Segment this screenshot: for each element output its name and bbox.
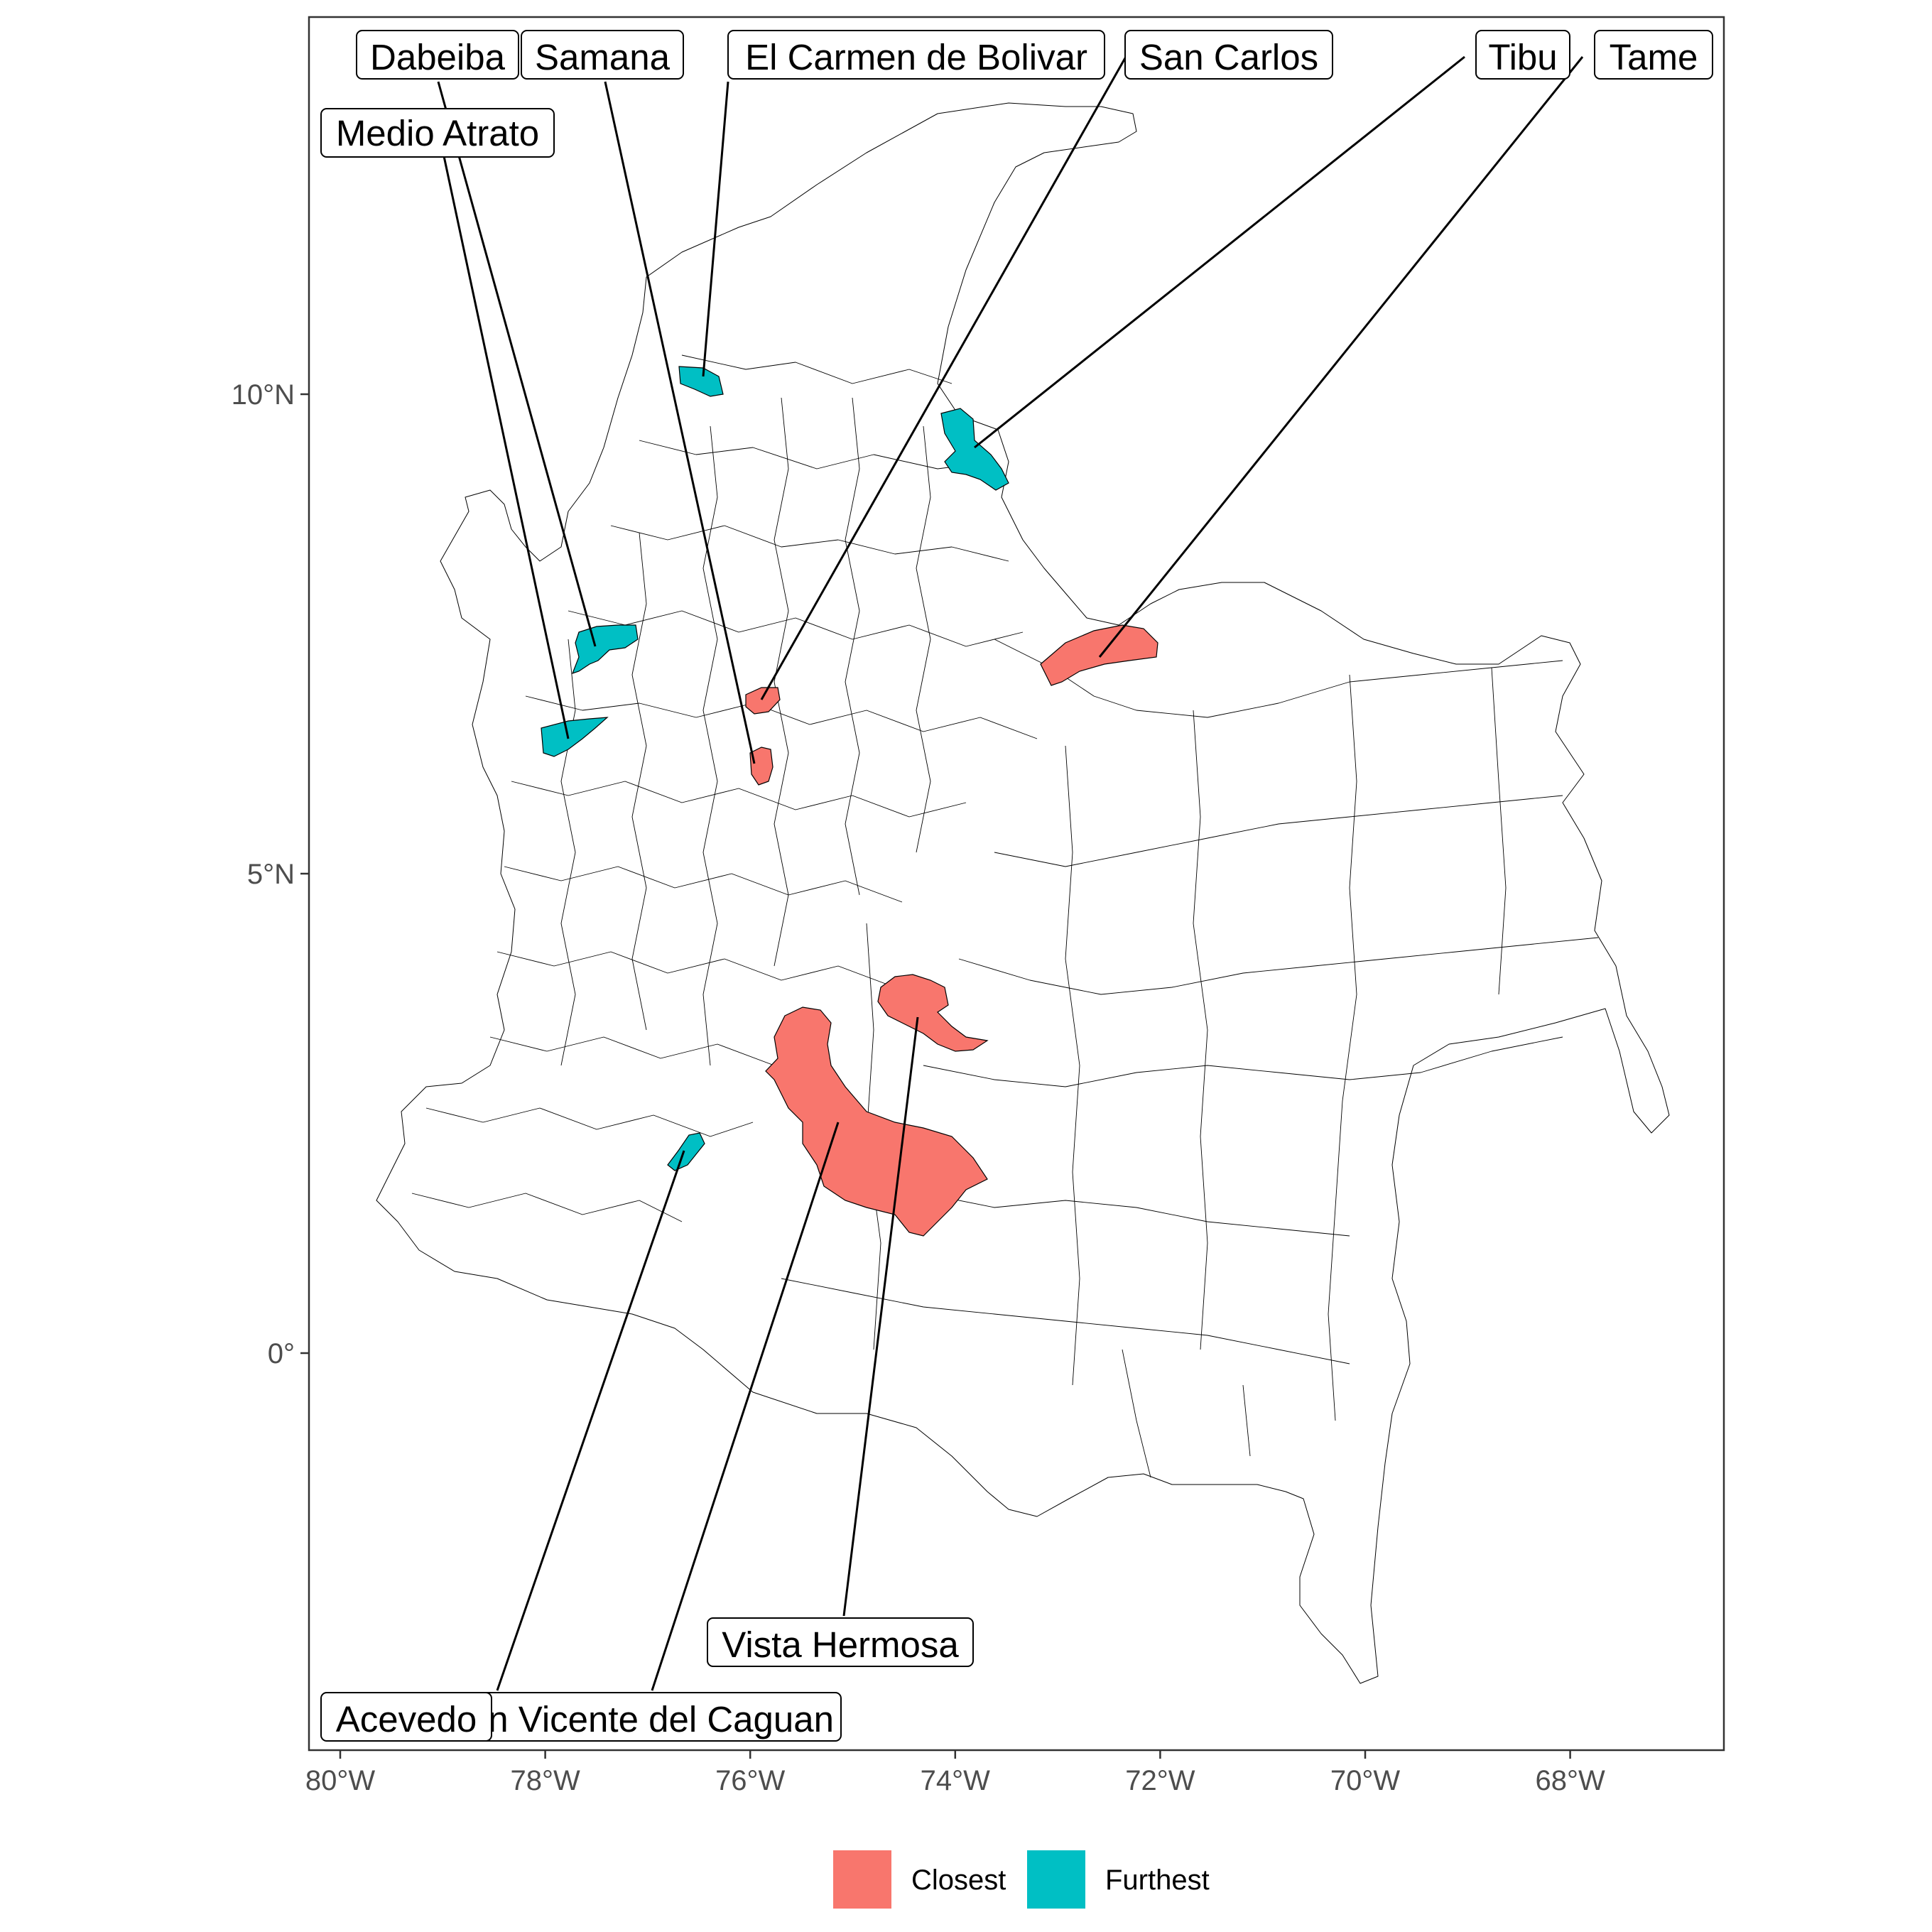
region-san-carlos	[745, 687, 781, 715]
label-samana: Samana	[521, 30, 684, 80]
label-acevedo-text: Acevedo	[336, 1699, 477, 1740]
label-el-carmen-de-bolivar-text: El Carmen de Bolivar	[745, 37, 1087, 77]
x-tick-label: 76°W	[715, 1765, 785, 1796]
x-axis: 80°W 78°W 76°W 74°W 72°W 70°W 68°W	[305, 1750, 1605, 1796]
label-san-vicente-del-caguan: San Vicente del Caguan	[410, 1692, 842, 1742]
region-tame	[1040, 624, 1158, 686]
label-el-carmen-de-bolivar: El Carmen de Bolivar	[727, 30, 1105, 80]
leader-lines	[437, 55, 1584, 1691]
label-san-carlos-text: San Carlos	[1139, 37, 1318, 77]
region-acevedo	[667, 1132, 705, 1171]
region-san-vicente-del-caguan	[765, 1006, 988, 1237]
label-vista-hermosa-text: Vista Hermosa	[722, 1624, 959, 1665]
colombia-basemap	[376, 102, 1670, 1684]
x-tick-label: 70°W	[1330, 1765, 1400, 1796]
municipal-boundaries	[411, 354, 1599, 1478]
y-axis: 10°N 5°N 0°	[232, 379, 309, 1369]
label-dabeiba: Dabeiba	[356, 30, 519, 80]
region-tibu	[940, 408, 1009, 491]
region-el-carmen-de-bolivar	[678, 366, 724, 397]
x-tick-label: 68°W	[1535, 1765, 1605, 1796]
legend-label-furthest: Furthest	[1105, 1865, 1210, 1896]
y-tick-label: 10°N	[232, 379, 295, 411]
label-tame-text: Tame	[1610, 37, 1698, 77]
label-tibu: Tibu	[1475, 30, 1570, 80]
label-san-carlos: San Carlos	[1124, 30, 1333, 80]
region-dabeiba	[571, 624, 639, 674]
label-tame: Tame	[1594, 30, 1713, 80]
callout-labels: Medio Atrato Dabeiba Samana El Carmen de…	[320, 30, 1713, 1742]
legend-swatch-furthest	[1027, 1850, 1085, 1909]
legend-swatch-closest	[833, 1850, 891, 1909]
x-tick-label: 78°W	[510, 1765, 580, 1796]
region-medio-atrato	[541, 717, 609, 757]
highlighted-regions	[541, 366, 1158, 1237]
label-medio-atrato-text: Medio Atrato	[336, 113, 539, 153]
label-vista-hermosa: Vista Hermosa	[707, 1617, 974, 1667]
label-samana-text: Samana	[535, 37, 671, 77]
country-outline	[376, 102, 1670, 1684]
label-san-vicente-del-caguan-text: San Vicente del Caguan	[444, 1699, 834, 1740]
label-dabeiba-text: Dabeiba	[370, 37, 506, 77]
x-tick-label: 74°W	[921, 1765, 990, 1796]
label-tibu-text: Tibu	[1488, 37, 1557, 77]
x-tick-label: 72°W	[1125, 1765, 1195, 1796]
legend-label-closest: Closest	[911, 1865, 1006, 1896]
x-tick-label: 80°W	[305, 1765, 375, 1796]
y-tick-label: 5°N	[247, 859, 295, 890]
region-samana	[749, 747, 774, 786]
label-medio-atrato: Medio Atrato	[320, 108, 555, 158]
legend: Closest Furthest	[833, 1850, 1210, 1909]
label-acevedo: Acevedo	[320, 1692, 492, 1742]
region-vista-hermosa	[877, 974, 989, 1052]
y-tick-label: 0°	[268, 1338, 295, 1369]
